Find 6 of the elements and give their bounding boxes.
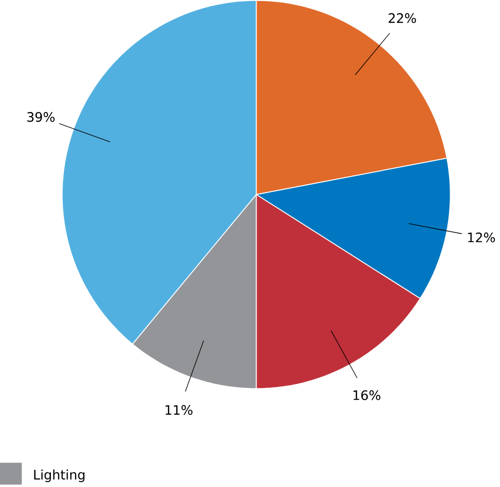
data-label: 11%	[166, 405, 192, 416]
data-label: 12%	[468, 232, 495, 243]
legend-label: Lighting	[34, 470, 84, 482]
data-label: 22%	[388, 13, 416, 24]
data-label: 16%	[354, 390, 380, 400]
data-label: 39%	[27, 112, 55, 122]
